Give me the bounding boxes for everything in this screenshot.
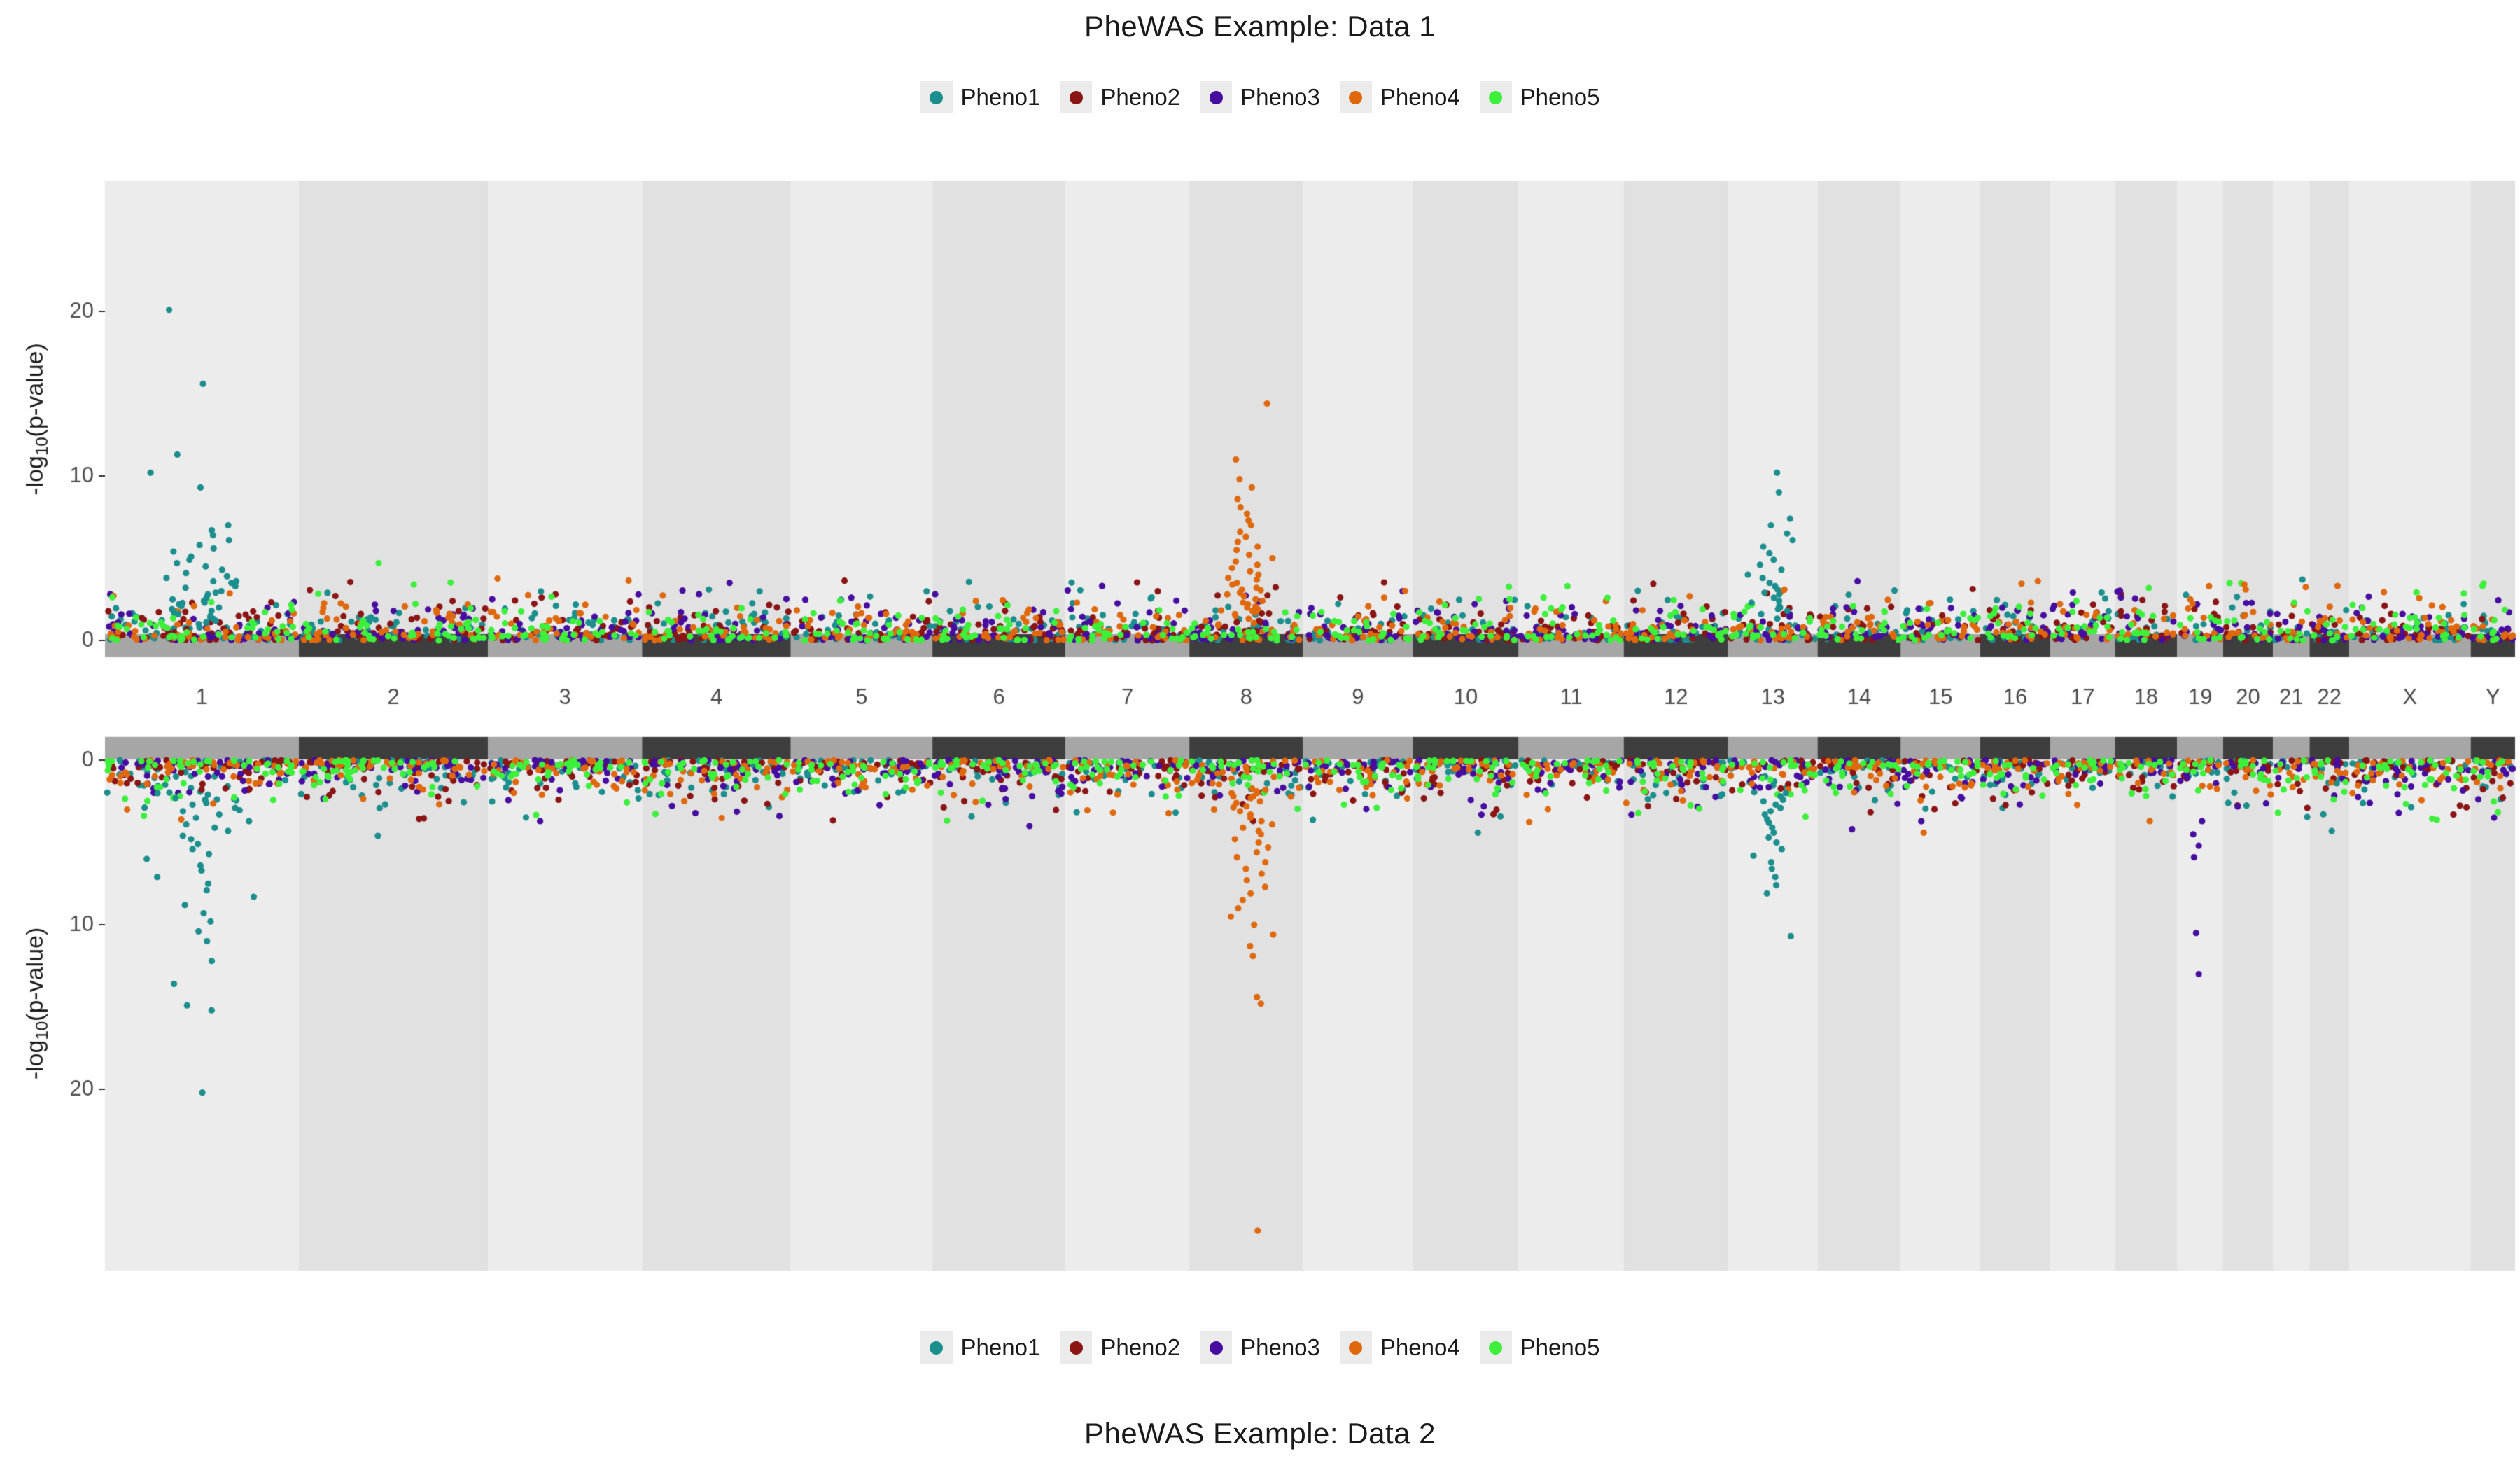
legend-label: Pheno1 <box>960 1334 1041 1360</box>
legend-label: Pheno4 <box>1380 1334 1460 1360</box>
legend-key <box>920 81 953 113</box>
legend-item: Pheno1 <box>920 1331 1041 1364</box>
legend-point-icon <box>930 1340 944 1354</box>
legend-item: Pheno2 <box>1060 1331 1180 1364</box>
legend-item: Pheno4 <box>1339 1331 1460 1364</box>
legend-item: Pheno3 <box>1200 1331 1320 1364</box>
legend-key <box>1200 1331 1233 1364</box>
legend-label: Pheno2 <box>1100 84 1181 110</box>
legend-label: Pheno2 <box>1100 1334 1181 1360</box>
legend-key <box>1479 1331 1512 1364</box>
legend-label: Pheno1 <box>960 84 1041 110</box>
legend-point-icon <box>1209 1340 1223 1354</box>
legend-point-icon <box>1069 1340 1083 1354</box>
legend-item: Pheno4 <box>1339 81 1460 113</box>
legend-label: Pheno4 <box>1380 84 1460 110</box>
legend-item: Pheno5 <box>1479 81 1600 113</box>
legend-key <box>1339 1331 1372 1364</box>
bottom-plot-title: PheWAS Example: Data 2 <box>1084 1417 1436 1450</box>
legend-key <box>1200 81 1233 113</box>
legend-label: Pheno3 <box>1240 84 1320 110</box>
legend-bottom: Pheno1 Pheno2 Pheno3 Pheno4 Pheno5 <box>0 1331 2520 1364</box>
legend-point-icon <box>1069 90 1083 104</box>
legend-label: Pheno3 <box>1240 1334 1320 1360</box>
legend-point-icon <box>1489 90 1503 104</box>
legend-point-icon <box>1209 90 1223 104</box>
legend-item: Pheno5 <box>1479 1331 1600 1364</box>
legend-top: Pheno1 Pheno2 Pheno3 Pheno4 Pheno5 <box>0 81 2520 113</box>
legend-item: Pheno2 <box>1060 81 1180 113</box>
legend-key <box>1060 81 1093 113</box>
legend-point-icon <box>1349 1340 1363 1354</box>
legend-key <box>1339 81 1372 113</box>
legend-point-icon <box>1349 90 1363 104</box>
top-plot-title: PheWAS Example: Data 1 <box>1084 10 1436 43</box>
legend-point-icon <box>1489 1340 1503 1354</box>
legend-item: Pheno1 <box>920 81 1041 113</box>
legend-key <box>1060 1331 1093 1364</box>
legend-key <box>1479 81 1512 113</box>
legend-key <box>920 1331 953 1364</box>
legend-item: Pheno3 <box>1200 81 1320 113</box>
legend-label: Pheno5 <box>1520 84 1600 110</box>
legend-point-icon <box>930 90 944 104</box>
legend-label: Pheno5 <box>1520 1334 1600 1360</box>
